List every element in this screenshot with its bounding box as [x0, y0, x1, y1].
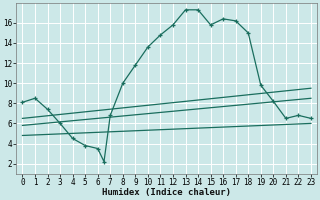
X-axis label: Humidex (Indice chaleur): Humidex (Indice chaleur): [102, 188, 231, 197]
